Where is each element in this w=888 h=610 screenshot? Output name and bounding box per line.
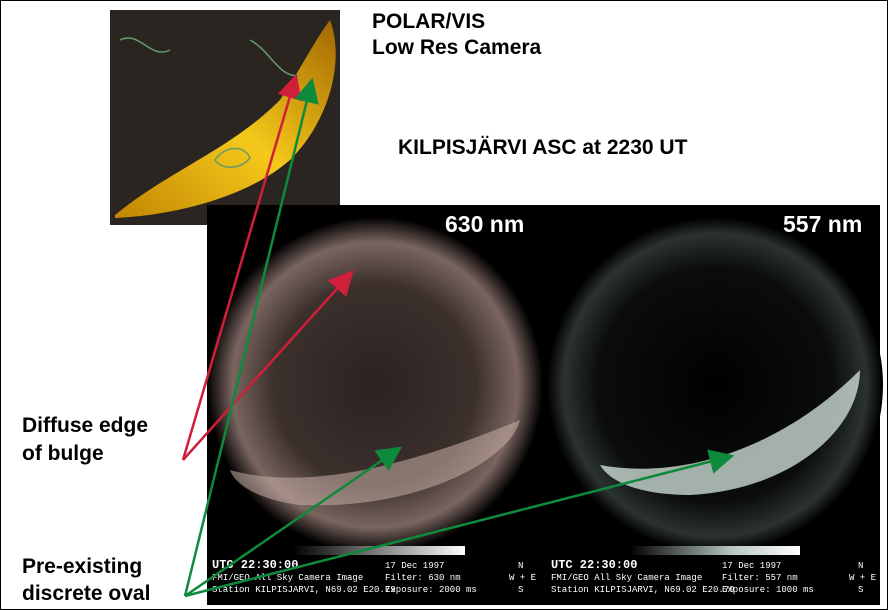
figure: POLAR/VIS Low Res Camera KILPISJÄRVI ASC… (0, 0, 888, 610)
asc-image-557 (547, 217, 883, 553)
polar-image (110, 10, 340, 225)
annotation: of bulge (22, 442, 104, 465)
north: N (518, 561, 523, 571)
west-east: W + E (509, 573, 536, 583)
wavelength: 630 nm (445, 211, 524, 237)
date: 17 Dec 1997 (722, 561, 781, 571)
filter: Filter: 630 nm (385, 573, 461, 583)
camera: FMI/GEO All Sky Camera Image (551, 573, 702, 583)
south: S (518, 585, 523, 595)
date: 17 Dec 1997 (385, 561, 444, 571)
polar-label: Low Res Camera (372, 36, 542, 59)
wavelength: 557 nm (783, 211, 862, 237)
color-bar (630, 546, 800, 555)
annotation: Diffuse edge (22, 414, 148, 437)
asc-title: KILPISJÄRVI ASC at 2230 UT (398, 136, 688, 159)
annotation: Pre-existing (22, 555, 142, 578)
polar-label: POLAR/VIS (372, 10, 485, 33)
station: Station KILPISJARVI, N69.02 E20.79 (551, 585, 735, 595)
annotation: discrete oval (22, 582, 150, 605)
exposure: Exposure: 1000 ms (722, 585, 814, 595)
exposure: Exposure: 2000 ms (385, 585, 477, 595)
filter: Filter: 557 nm (722, 573, 798, 583)
station: Station KILPISJARVI, N69.02 E20.79 (212, 585, 396, 595)
asc-image-630 (207, 217, 543, 553)
west-east: W + E (849, 573, 876, 583)
utc: UTC 22:30:00 (551, 558, 637, 572)
north: N (858, 561, 863, 571)
camera: FMI/GEO All Sky Camera Image (212, 573, 363, 583)
south: S (858, 585, 863, 595)
